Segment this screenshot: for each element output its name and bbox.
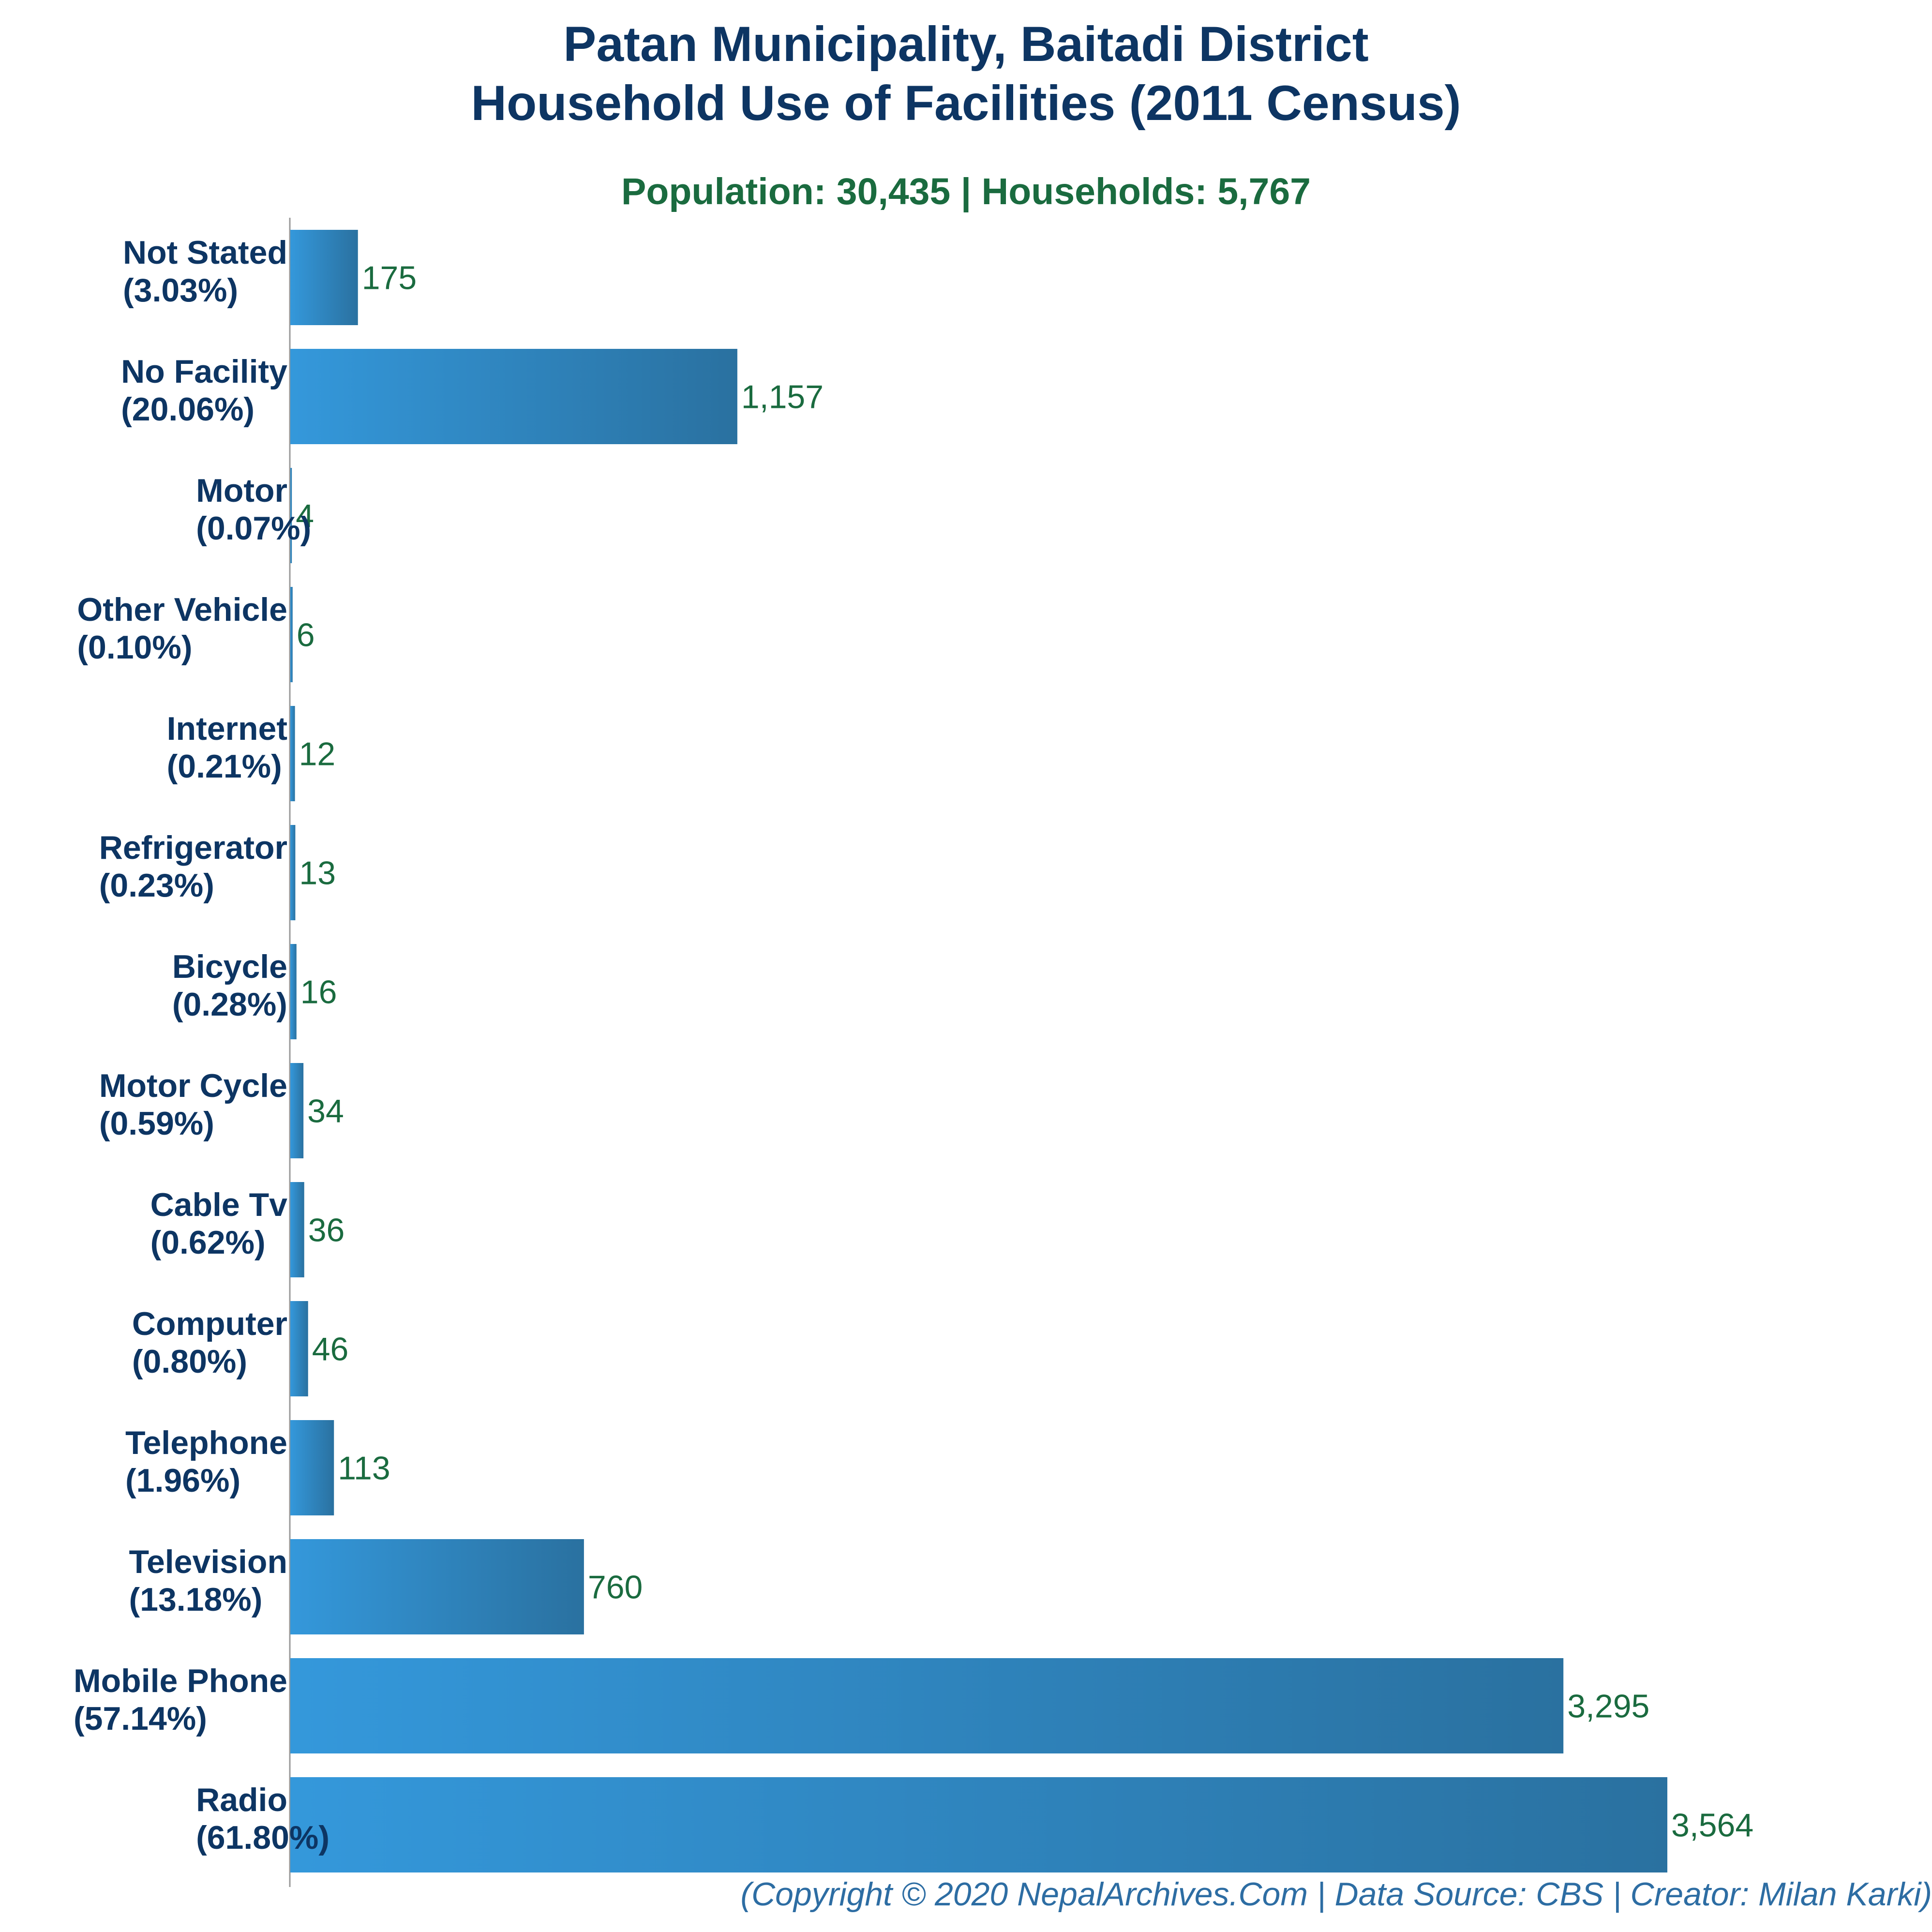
category-percent-motor-cycle: (0.59%) bbox=[99, 1105, 214, 1142]
value-label-telephone: 113 bbox=[338, 1450, 390, 1487]
bar-radio bbox=[290, 1777, 1667, 1872]
category-label-motor: Motor bbox=[196, 472, 287, 509]
footer-credit: (Copyright © 2020 NepalArchives.Com | Da… bbox=[740, 1876, 1932, 1913]
category-label-not-stated: Not Stated bbox=[123, 234, 287, 271]
chart-title: Patan Municipality, Baitadi District Hou… bbox=[0, 15, 1932, 133]
category-percent-telephone: (1.96%) bbox=[125, 1462, 240, 1499]
value-label-no-facility: 1,157 bbox=[741, 379, 824, 416]
category-percent-bicycle: (0.28%) bbox=[172, 986, 287, 1023]
bar-mobile-phone bbox=[290, 1658, 1564, 1753]
bar-television bbox=[290, 1539, 584, 1634]
bar-motor-cycle bbox=[290, 1063, 304, 1158]
category-label-other-vehicle: Other Vehicle bbox=[77, 591, 287, 628]
value-label-mobile-phone: 3,295 bbox=[1567, 1688, 1649, 1725]
category-label-bicycle: Bicycle bbox=[172, 948, 287, 985]
category-percent-refrigerator: (0.23%) bbox=[99, 867, 214, 904]
category-percent-radio: (61.80%) bbox=[196, 1819, 329, 1856]
value-label-radio: 3,564 bbox=[1671, 1807, 1753, 1844]
bar-telephone bbox=[290, 1420, 334, 1515]
bar-not-stated bbox=[290, 230, 358, 325]
category-label-refrigerator: Refrigerator bbox=[99, 829, 287, 866]
bar-refrigerator bbox=[290, 825, 296, 920]
value-label-bicycle: 16 bbox=[300, 974, 337, 1011]
category-percent-not-stated: (3.03%) bbox=[123, 272, 238, 309]
category-label-telephone: Telephone bbox=[125, 1424, 287, 1461]
category-label-internet: Internet bbox=[167, 710, 287, 747]
value-label-computer: 46 bbox=[312, 1331, 349, 1368]
value-label-not-stated: 175 bbox=[362, 260, 417, 297]
chart-subtitle: Population: 30,435 | Households: 5,767 bbox=[621, 171, 1311, 212]
value-label-internet: 12 bbox=[299, 736, 336, 773]
category-percent-mobile-phone: (57.14%) bbox=[74, 1700, 207, 1737]
value-label-motor-cycle: 34 bbox=[307, 1093, 344, 1130]
category-label-computer: Computer bbox=[132, 1305, 287, 1342]
category-percent-television: (13.18%) bbox=[129, 1581, 262, 1618]
bar-motor bbox=[290, 468, 292, 563]
category-percent-other-vehicle: (0.10%) bbox=[77, 629, 192, 666]
value-label-cable-tv: 36 bbox=[308, 1212, 345, 1249]
chart-title-line1: Patan Municipality, Baitadi District bbox=[563, 16, 1369, 72]
bars-group: 175 Not Stated(3.03%) 1,157 No Facility(20.… bbox=[74, 230, 1753, 1872]
value-label-television: 760 bbox=[588, 1569, 643, 1606]
category-label-mobile-phone: Mobile Phone bbox=[74, 1662, 287, 1699]
category-percent-internet: (0.21%) bbox=[167, 748, 282, 785]
value-label-other-vehicle: 6 bbox=[297, 617, 315, 654]
category-percent-computer: (0.80%) bbox=[132, 1343, 247, 1380]
category-label-motor-cycle: Motor Cycle bbox=[99, 1067, 287, 1104]
bar-no-facility bbox=[290, 349, 737, 444]
bar-other-vehicle bbox=[290, 587, 293, 682]
category-percent-motor: (0.07%) bbox=[196, 510, 311, 547]
chart-title-line2: Household Use of Facilities (2011 Census… bbox=[471, 75, 1461, 131]
bar-cable-tv bbox=[290, 1182, 304, 1277]
category-percent-cable-tv: (0.62%) bbox=[150, 1224, 266, 1261]
value-label-motor: 4 bbox=[296, 498, 314, 535]
category-percent-no-facility: (20.06%) bbox=[121, 391, 255, 428]
category-label-radio: Radio bbox=[196, 1782, 287, 1818]
bar-computer bbox=[290, 1301, 308, 1396]
category-label-no-facility: No Facility bbox=[121, 353, 287, 390]
category-label-cable-tv: Cable Tv bbox=[150, 1186, 288, 1223]
bar-internet bbox=[290, 706, 295, 801]
category-label-television: Television bbox=[129, 1543, 287, 1580]
bar-bicycle bbox=[290, 944, 297, 1039]
value-label-refrigerator: 13 bbox=[299, 855, 336, 892]
